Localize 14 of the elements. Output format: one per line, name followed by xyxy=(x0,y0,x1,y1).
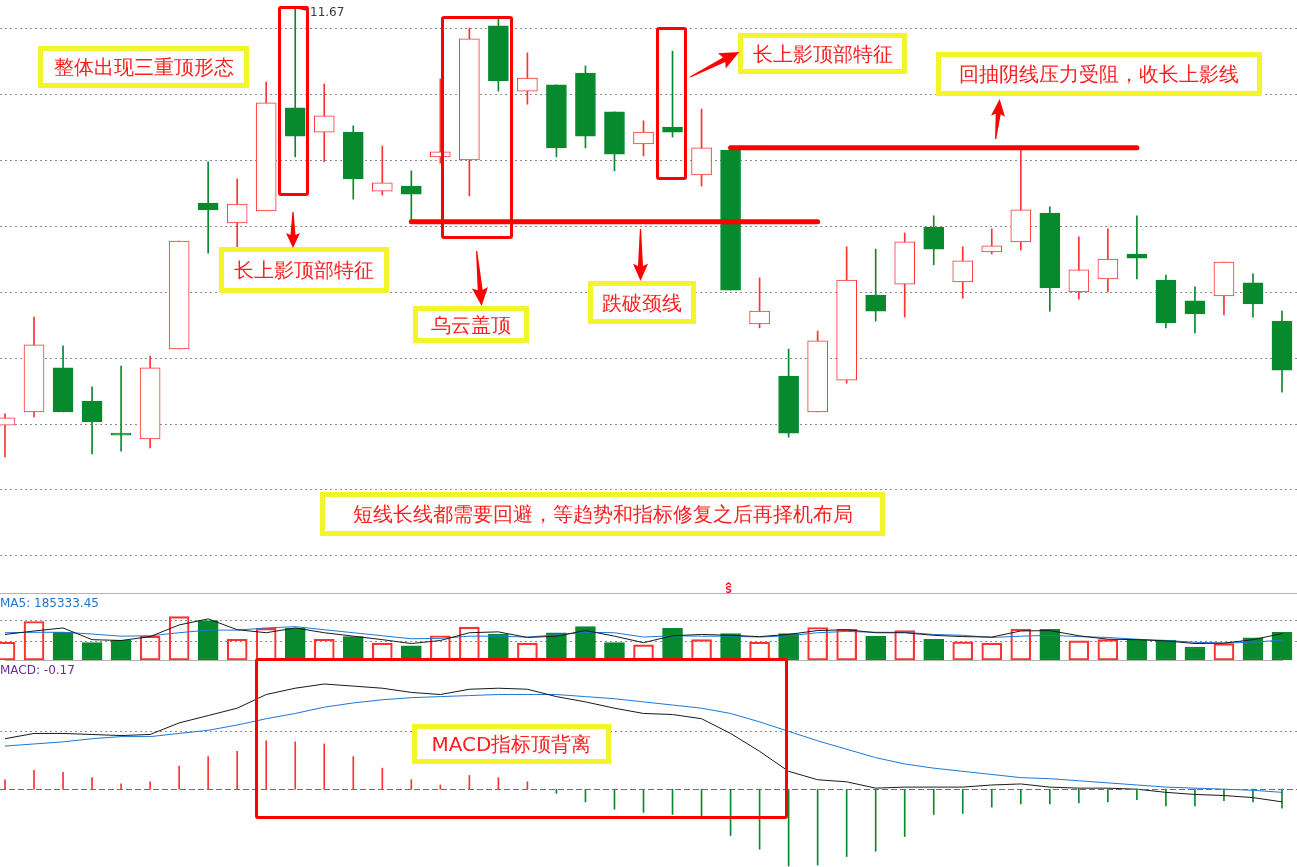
annotation: MACD指标顶背离 xyxy=(431,732,592,756)
candlestick xyxy=(313,83,335,163)
annotation: 整体出现三重顶形态 xyxy=(53,55,234,79)
candlestick xyxy=(865,248,887,322)
annotation: 11.67 xyxy=(310,5,345,19)
annotation: 长上影顶部特征 xyxy=(234,258,374,282)
text: MACD: -0.17 xyxy=(0,663,75,677)
text: MA5: 185333.45 xyxy=(0,596,99,610)
annotation: 跌破颈线 xyxy=(602,290,682,315)
annotation: 乌云盖顶 xyxy=(431,312,511,337)
candlestick xyxy=(371,145,393,196)
annotation: 长上影顶部特征 xyxy=(752,41,893,66)
annotation: 回抽阴线压力受阻，收长上影线 xyxy=(959,62,1239,86)
text: 短线长线都需要回避，等趋势和指标修复之后再择机布局 xyxy=(352,502,853,526)
